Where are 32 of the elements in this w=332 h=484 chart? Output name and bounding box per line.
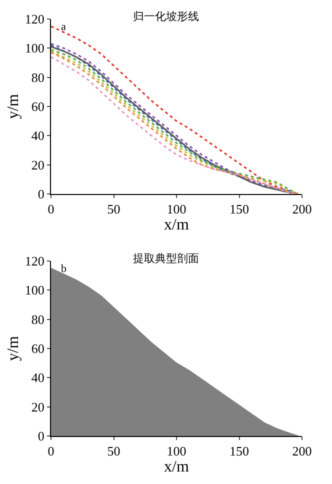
- x-tick-label: 150: [230, 202, 249, 217]
- x-tick-label: 100: [166, 444, 186, 459]
- x-tick-label: 0: [48, 444, 54, 459]
- y-axis-title: y/m: [4, 94, 22, 119]
- x-axis-title: x/m: [164, 458, 190, 476]
- y-tick-label: 0: [38, 428, 44, 444]
- y-tick-label: 100: [24, 282, 44, 298]
- y-tick-label: 120: [24, 254, 44, 269]
- y-axis-title: y/m: [4, 336, 22, 361]
- x-axis-title: x/m: [164, 216, 190, 234]
- y-tick-label: 120: [24, 12, 44, 27]
- chart-title: 归一化坡形线: [133, 10, 199, 23]
- x-tick-label: 200: [292, 444, 312, 459]
- y-tick-label: 60: [31, 99, 44, 114]
- x-tick-label: 150: [230, 444, 249, 459]
- x-tick-label: 0: [48, 202, 54, 217]
- y-tick-label: 80: [31, 70, 44, 85]
- y-tick-label: 60: [31, 341, 44, 356]
- y-tick-label: 40: [31, 128, 44, 144]
- x-tick-label: 100: [166, 202, 186, 217]
- y-tick-label: 100: [24, 40, 44, 56]
- x-tick-label: 50: [107, 444, 120, 459]
- y-tick-label: 20: [31, 157, 44, 172]
- y-tick-label: 80: [31, 312, 44, 327]
- x-tick-label: 200: [292, 202, 312, 217]
- chart-title: 提取典型剖面: [133, 252, 199, 265]
- x-tick-label: 50: [107, 202, 120, 217]
- y-tick-label: 0: [38, 186, 44, 202]
- annotation: b: [61, 263, 67, 275]
- y-tick-label: 40: [31, 370, 44, 386]
- annotation: a: [61, 21, 66, 33]
- y-tick-label: 20: [31, 399, 44, 414]
